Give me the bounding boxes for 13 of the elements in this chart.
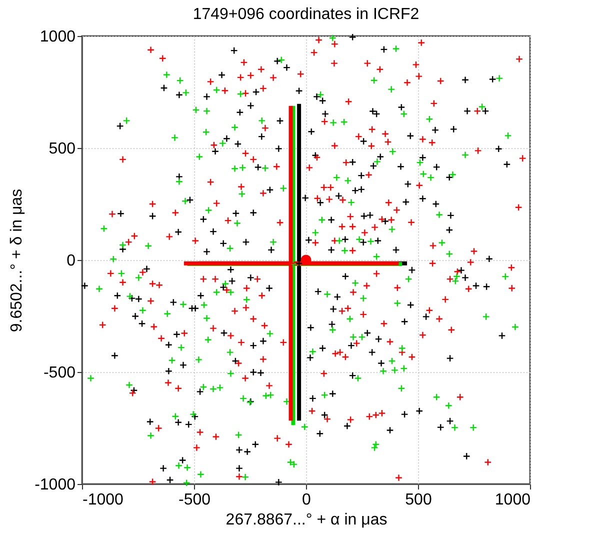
x-tick-label: -500 [178, 492, 211, 508]
y-tick-label: 1000 [40, 28, 76, 46]
y-tick-label: -500 [43, 364, 76, 382]
x-axis-title: 267.8867...° + α in μas [226, 512, 388, 528]
y-axis-title: 9.6502...° + δ in μas [8, 188, 26, 332]
y-tick-label: 500 [48, 140, 76, 158]
y-tick-label: 0 [66, 252, 76, 270]
chart-title: 1749+096 coordinates in ICRF2 [192, 6, 420, 23]
x-tick-label: 0 [302, 492, 312, 508]
y-tick-label: -1000 [34, 476, 76, 494]
x-tick-label: 1000 [494, 492, 531, 508]
x-tick-label: -1000 [82, 492, 124, 508]
x-tick-label: 500 [405, 492, 432, 508]
